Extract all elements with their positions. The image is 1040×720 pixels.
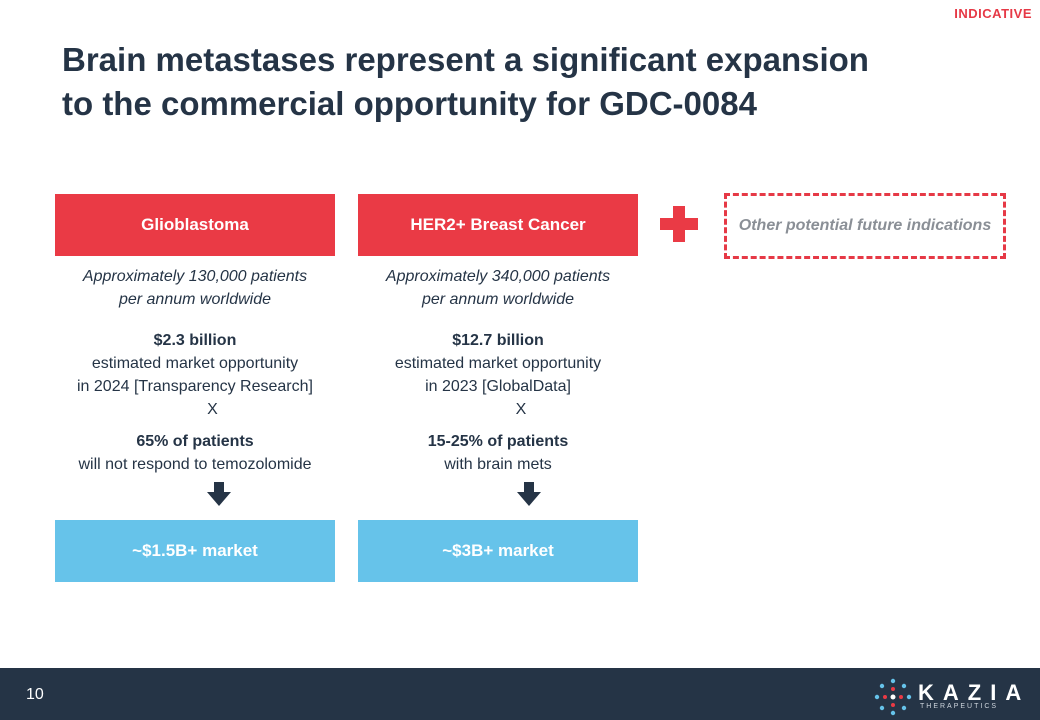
logo-subtitle: THERAPEUTICS [920,703,999,710]
patients: Approximately 130,000 patients [82,268,308,285]
logo-icon [874,678,912,716]
market-desc: in 2023 [GlobalData] [425,378,571,395]
market-value: $2.3 billion [153,332,237,349]
multiplier: X [207,401,218,418]
market-desc: estimated market opportunity [394,355,602,372]
title: Brain metastases represent a significant… [62,38,869,126]
column-body: Approximately 340,000 patients per annum… [338,265,658,476]
page-number: 10 [26,686,44,703]
market-desc: estimated market opportunity [91,355,299,372]
title-line: Brain metastases represent a significant… [62,41,869,78]
tag: INDICATIVE [954,6,1032,21]
share-desc: with brain mets [444,456,552,473]
multiplier: X [515,401,527,418]
logo: KAZIA [918,680,1031,705]
share: 65% of patients [136,433,254,450]
market-value: $12.7 billion [452,332,544,349]
share: 15-25% of patients [427,433,569,450]
plus-icon [660,206,698,242]
other-indications: Other potential future indications [724,193,1006,259]
patients: Approximately 340,000 patients [385,268,611,285]
column-header: Glioblastoma [55,194,335,256]
market-desc: in 2024 [Transparency Research] [77,378,313,395]
column-header: HER2+ Breast Cancer [358,194,638,256]
result: ~$3B+ market [358,520,638,582]
down-arrow [517,482,541,506]
patients: per annum worldwide [118,291,272,308]
down-arrow [207,482,231,506]
patients: per annum worldwide [421,291,575,308]
title-line: to the commercial opportunity for GDC-00… [62,85,757,122]
share-desc: will not respond to temozolomide [78,456,312,473]
column-body: Approximately 130,000 patients per annum… [35,265,355,476]
footer [0,668,1040,720]
result: ~$1.5B+ market [55,520,335,582]
